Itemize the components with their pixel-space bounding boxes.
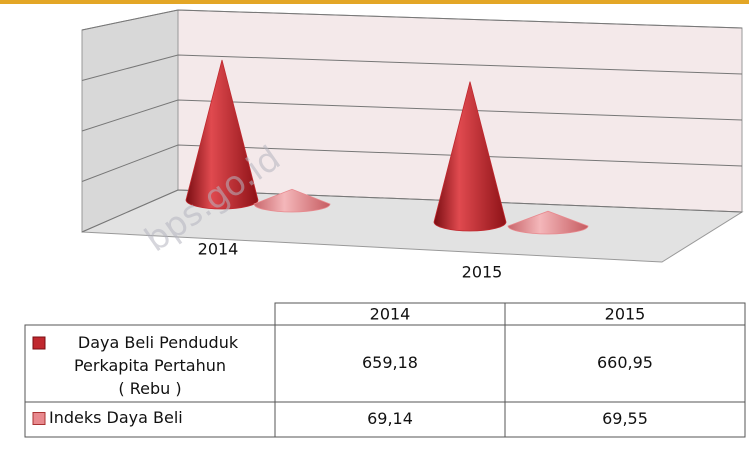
grid-line: [81, 189, 743, 233]
cone: [185, 59, 259, 210]
top-bar: [0, 0, 749, 4]
legend-label: Daya Beli Penduduk Perkapita Pertahun( Re…: [74, 333, 239, 398]
grid-line: [81, 144, 743, 182]
table-cell: 69,14: [367, 409, 413, 428]
grid-line: [81, 99, 743, 132]
cone: [507, 210, 589, 235]
cone: [253, 188, 331, 213]
cone: [433, 81, 507, 232]
legend-swatch: [32, 336, 46, 350]
table-header-cell: 2014: [370, 305, 411, 324]
table-cell: 659,18: [362, 353, 418, 372]
legend-swatch: [32, 412, 46, 425]
legend-label: Indeks Daya Beli: [49, 408, 183, 427]
grid-line: [81, 9, 743, 31]
table-cell: 69,55: [602, 409, 648, 428]
table-cell: 660,95: [597, 353, 653, 372]
x-tick-label: 2015: [462, 263, 503, 282]
x-tick-label: 2014: [198, 240, 239, 259]
table-header: [274, 302, 746, 326]
grid-line: [81, 54, 743, 81]
table-header-cell: 2015: [605, 305, 646, 324]
